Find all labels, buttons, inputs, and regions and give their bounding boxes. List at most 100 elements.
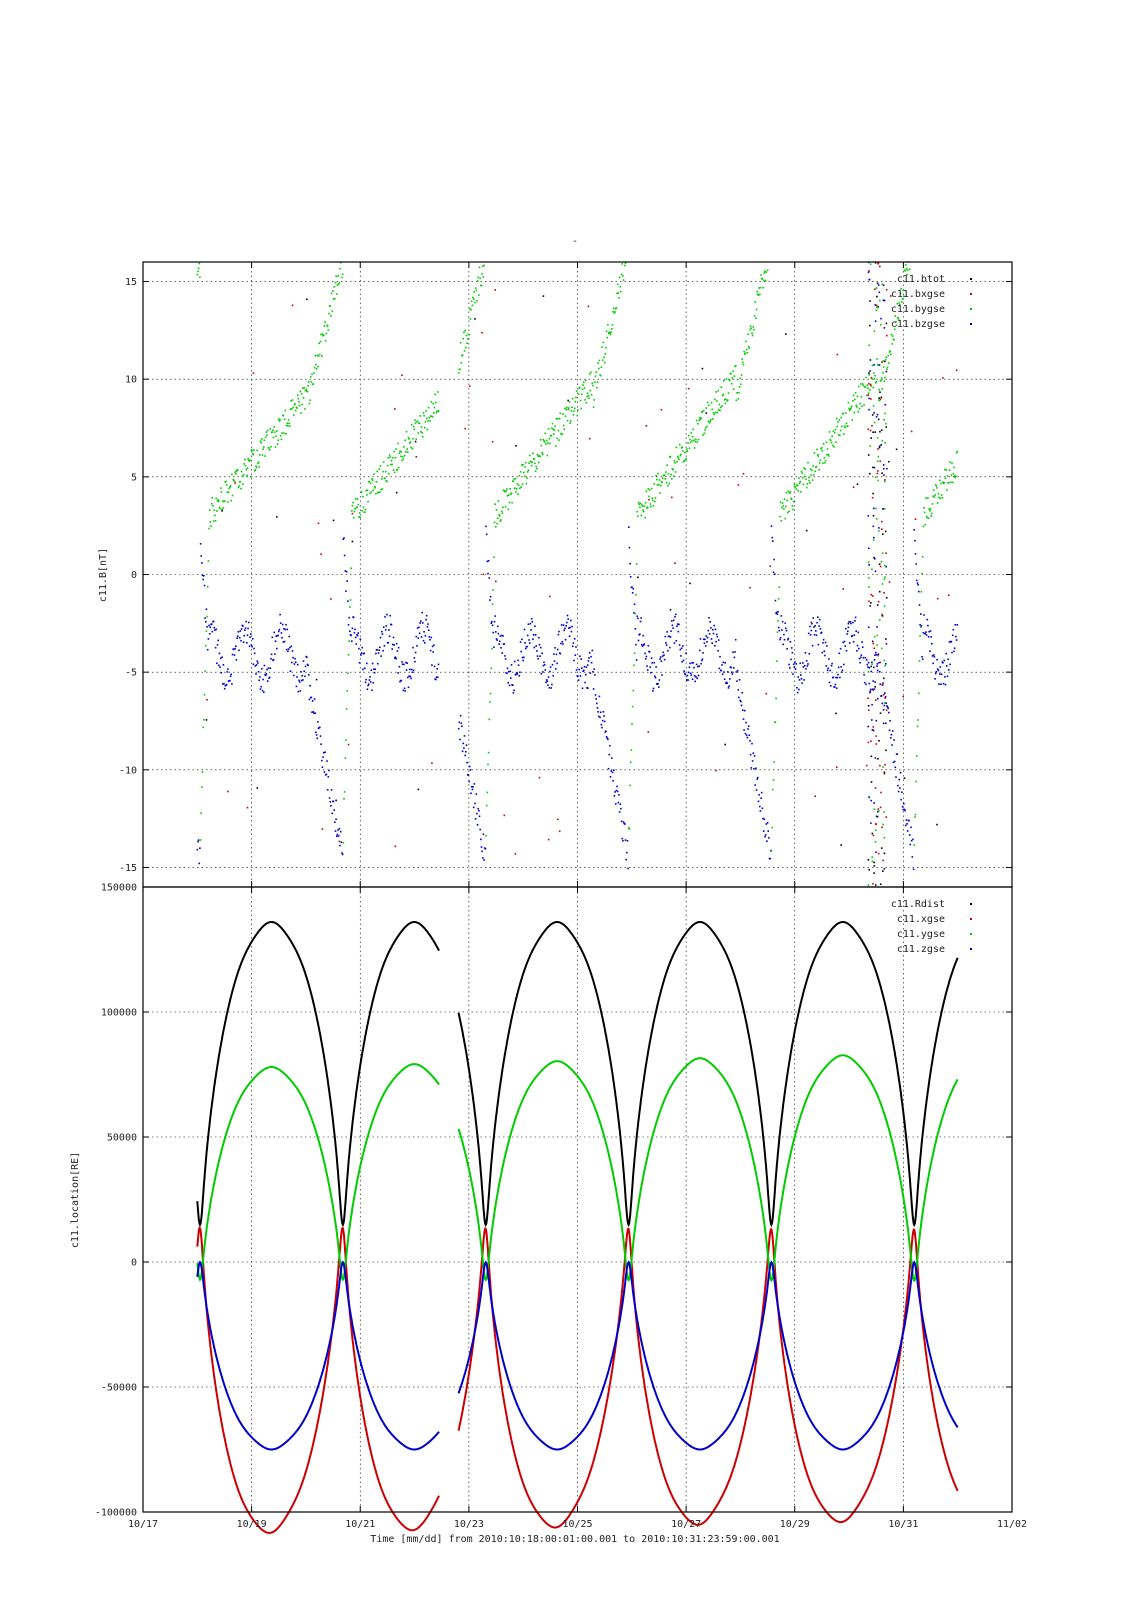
data-point-bygse xyxy=(218,500,220,503)
data-point-bygse xyxy=(328,312,330,315)
data-point-bxgse xyxy=(885,709,888,712)
data-point-bzgse xyxy=(942,682,945,685)
data-point-bygse xyxy=(220,491,223,493)
data-point-bzgse xyxy=(672,619,675,622)
data-point-bzgse xyxy=(321,766,324,768)
data-point-bygse xyxy=(332,290,334,292)
data-point-bzgse xyxy=(377,662,379,665)
data-point-bzgse xyxy=(826,669,829,672)
data-point-bygse xyxy=(827,453,829,456)
data-point-bygse xyxy=(246,467,249,469)
data-point-bygse xyxy=(361,509,363,512)
data-point-bygse xyxy=(837,421,839,423)
data-point-bzgse xyxy=(691,678,694,680)
data-point-bzgse xyxy=(746,736,749,739)
data-point-bygse xyxy=(494,503,496,505)
data-point-bzgse xyxy=(492,631,494,634)
data-point-btot xyxy=(883,852,886,855)
data-point-bxgse xyxy=(836,353,839,356)
data-point-bygse xyxy=(906,273,908,276)
data-point-bygse xyxy=(492,589,494,591)
data-point-bzgse xyxy=(701,659,703,662)
data-point-bygse xyxy=(798,482,801,485)
data-point-bygse xyxy=(690,432,693,434)
data-point-bzgse xyxy=(523,656,525,659)
data-point-bygse xyxy=(756,290,758,293)
data-point-bzgse xyxy=(293,663,296,665)
data-point-bygse xyxy=(223,500,226,502)
data-point-bygse xyxy=(869,445,872,447)
data-point-bzgse xyxy=(782,643,784,646)
data-point-bxgse xyxy=(875,823,877,826)
data-point-bygse xyxy=(869,263,872,266)
data-point-bzgse xyxy=(495,631,497,633)
data-point-bygse xyxy=(503,490,506,492)
top-ylabel: c11.B[nT] xyxy=(98,548,109,602)
data-point-bygse xyxy=(514,477,517,480)
legend-entry-label: c11.bzgse xyxy=(891,319,945,330)
legend-entry-label: c11.btot xyxy=(897,274,945,285)
legend-entry-marker xyxy=(970,933,972,935)
data-point-bzgse xyxy=(676,625,678,627)
data-point-bygse xyxy=(723,399,726,401)
data-point-bzgse xyxy=(344,570,347,572)
data-point-bzgse xyxy=(217,639,219,642)
data-point-bygse xyxy=(871,377,873,380)
data-point-bygse xyxy=(518,474,521,477)
data-point-bzgse xyxy=(832,676,835,679)
data-point-bygse xyxy=(753,315,756,317)
data-point-bygse xyxy=(265,431,268,433)
data-point-bygse xyxy=(257,462,259,465)
data-point-bygse xyxy=(435,411,438,414)
data-point-bygse xyxy=(723,380,725,382)
data-point-bxgse xyxy=(867,697,869,699)
data-point-bygse xyxy=(349,599,352,601)
data-point-bygse xyxy=(667,473,670,475)
data-point-bzgse xyxy=(634,628,637,630)
data-point-bygse xyxy=(427,406,430,409)
data-point-bygse xyxy=(707,420,710,423)
data-point-bzgse xyxy=(904,809,906,812)
data-point-bzgse xyxy=(865,683,867,686)
data-point-bzgse xyxy=(473,783,476,785)
data-point-bygse xyxy=(854,398,856,401)
data-point-bygse xyxy=(278,418,280,420)
data-point-bzgse xyxy=(866,663,869,666)
data-point-bygse xyxy=(704,427,707,429)
data-point-bygse xyxy=(345,708,348,710)
data-point-bygse xyxy=(608,331,610,333)
data-point-bygse xyxy=(708,404,710,407)
data-point-bxgse xyxy=(648,498,650,501)
data-point-bzgse xyxy=(426,626,429,628)
data-point-bzgse xyxy=(865,659,868,661)
data-point-bzgse xyxy=(852,641,855,643)
data-point-bzgse xyxy=(335,818,337,820)
data-point-bygse xyxy=(471,304,474,307)
data-point-bzgse xyxy=(464,754,466,757)
data-point-bxgse xyxy=(870,593,872,596)
data-point-bygse xyxy=(293,414,295,416)
data-point-bzgse xyxy=(845,649,848,652)
data-point-bygse xyxy=(508,494,510,496)
data-point-bygse xyxy=(927,517,930,519)
data-point-bzgse xyxy=(504,655,506,657)
data-point-bygse xyxy=(661,477,664,479)
data-point-bygse xyxy=(429,420,431,422)
data-point-btot xyxy=(876,604,879,606)
data-point-bygse xyxy=(876,437,879,439)
data-point-bzgse xyxy=(611,757,613,759)
data-point-bzgse xyxy=(883,704,886,707)
data-point-bzgse xyxy=(374,668,376,671)
data-point-bzgse xyxy=(403,687,406,690)
data-point-bzgse xyxy=(414,651,417,654)
data-point-bygse xyxy=(302,397,305,399)
data-point-bygse xyxy=(695,438,697,441)
data-point-bygse xyxy=(294,409,297,412)
data-point-bzgse xyxy=(885,663,887,665)
data-point-bzgse xyxy=(477,807,479,810)
data-point-bzgse xyxy=(755,767,757,770)
data-point-bzgse xyxy=(242,641,245,643)
data-point-bzgse xyxy=(381,630,383,633)
data-point-bygse xyxy=(524,466,526,468)
data-point-bygse xyxy=(874,476,877,479)
